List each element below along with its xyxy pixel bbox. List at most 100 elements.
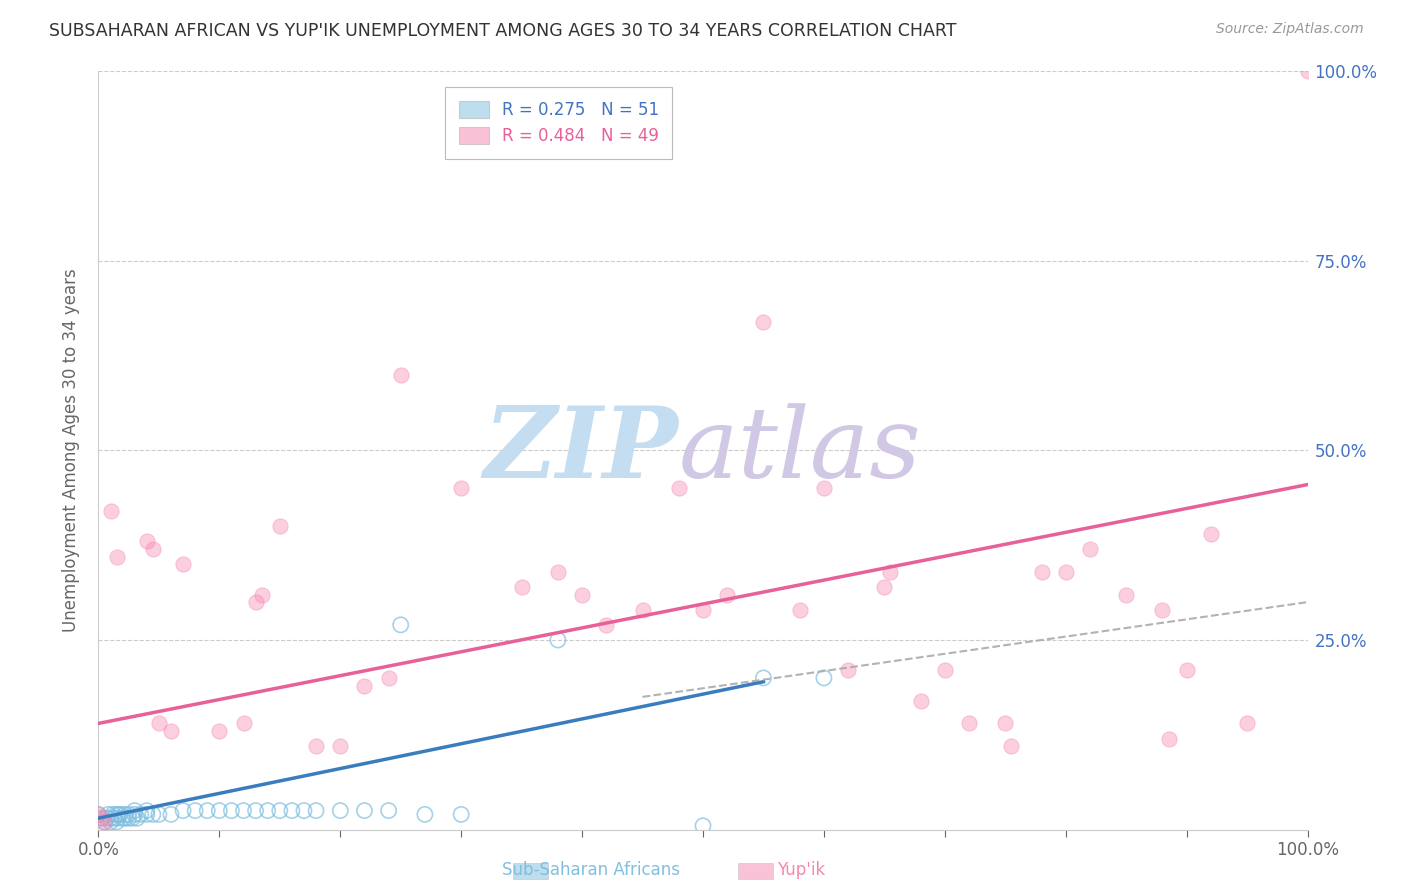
Point [221, 804, 243, 818]
Point [232, 716, 254, 731]
Point [595, 617, 617, 632]
Text: ZIP: ZIP [484, 402, 679, 499]
Point [172, 804, 194, 818]
Point [208, 724, 231, 739]
Point [232, 804, 254, 818]
Point [108, 807, 131, 822]
Point [1199, 526, 1222, 541]
Point [1078, 542, 1101, 557]
Point [281, 804, 304, 818]
Point [127, 811, 149, 825]
Point [101, 807, 124, 822]
Point [1115, 588, 1137, 602]
Point [631, 603, 654, 617]
Point [1054, 565, 1077, 579]
Point [1175, 664, 1198, 678]
Point [813, 671, 835, 685]
Y-axis label: Unemployment Among Ages 30 to 34 years: Unemployment Among Ages 30 to 34 years [62, 268, 80, 632]
Point [184, 804, 207, 818]
Point [752, 671, 775, 685]
Point [752, 314, 775, 328]
Point [114, 811, 136, 825]
Point [124, 807, 146, 822]
Point [245, 804, 267, 818]
Legend: R = 0.275   N = 51, R = 0.484   N = 49: R = 0.275 N = 51, R = 0.484 N = 49 [446, 87, 672, 159]
Point [160, 807, 183, 822]
Point [256, 804, 278, 818]
Point [118, 811, 141, 825]
Point [100, 811, 122, 825]
Point [329, 739, 352, 753]
Point [994, 716, 1017, 731]
Point [692, 819, 714, 833]
Point [377, 804, 399, 818]
Point [377, 671, 399, 685]
Point [547, 565, 569, 579]
Point [108, 807, 131, 822]
Text: Sub-Saharan Africans: Sub-Saharan Africans [502, 861, 679, 879]
Point [269, 519, 291, 533]
Point [90, 811, 112, 825]
Point [208, 804, 231, 818]
Point [668, 482, 690, 496]
Point [692, 603, 714, 617]
Point [142, 542, 165, 557]
Point [789, 603, 811, 617]
Point [305, 739, 328, 753]
Point [172, 557, 194, 572]
Point [195, 804, 218, 818]
Point [1152, 603, 1174, 617]
Point [716, 588, 738, 602]
Point [107, 811, 129, 825]
Point [1031, 565, 1053, 579]
Point [510, 580, 533, 594]
Point [135, 807, 157, 822]
Point [105, 549, 128, 564]
Point [118, 807, 141, 822]
Point [87, 807, 110, 822]
Point [450, 482, 472, 496]
Point [250, 588, 273, 602]
Point [879, 565, 901, 579]
Point [105, 815, 128, 830]
Point [135, 534, 157, 549]
Point [1157, 731, 1180, 746]
Point [142, 807, 165, 822]
Point [1296, 64, 1319, 78]
Point [450, 807, 472, 822]
Point [910, 694, 932, 708]
Point [148, 716, 170, 731]
Point [87, 807, 110, 822]
Point [114, 807, 136, 822]
Point [329, 804, 352, 818]
Point [269, 804, 291, 818]
Point [93, 815, 115, 830]
Point [105, 807, 128, 822]
Point [837, 664, 859, 678]
Point [413, 807, 436, 822]
Point [135, 804, 157, 818]
Point [1236, 716, 1258, 731]
Text: SUBSAHARAN AFRICAN VS YUP'IK UNEMPLOYMENT AMONG AGES 30 TO 34 YEARS CORRELATION : SUBSAHARAN AFRICAN VS YUP'IK UNEMPLOYMEN… [49, 22, 956, 40]
Point [1000, 739, 1022, 753]
Point [160, 724, 183, 739]
Point [813, 482, 835, 496]
Text: Yup'ik: Yup'ik [778, 861, 825, 879]
Point [111, 811, 134, 825]
Point [100, 815, 122, 830]
Point [957, 716, 980, 731]
Point [97, 807, 120, 822]
Point [129, 807, 152, 822]
Point [91, 811, 114, 825]
Point [389, 617, 412, 632]
Text: atlas: atlas [679, 403, 921, 498]
Point [305, 804, 328, 818]
Point [292, 804, 315, 818]
Point [547, 633, 569, 648]
Point [245, 595, 267, 609]
Point [96, 811, 118, 825]
Point [353, 804, 375, 818]
Point [124, 804, 146, 818]
Point [100, 504, 122, 518]
Point [93, 815, 115, 830]
